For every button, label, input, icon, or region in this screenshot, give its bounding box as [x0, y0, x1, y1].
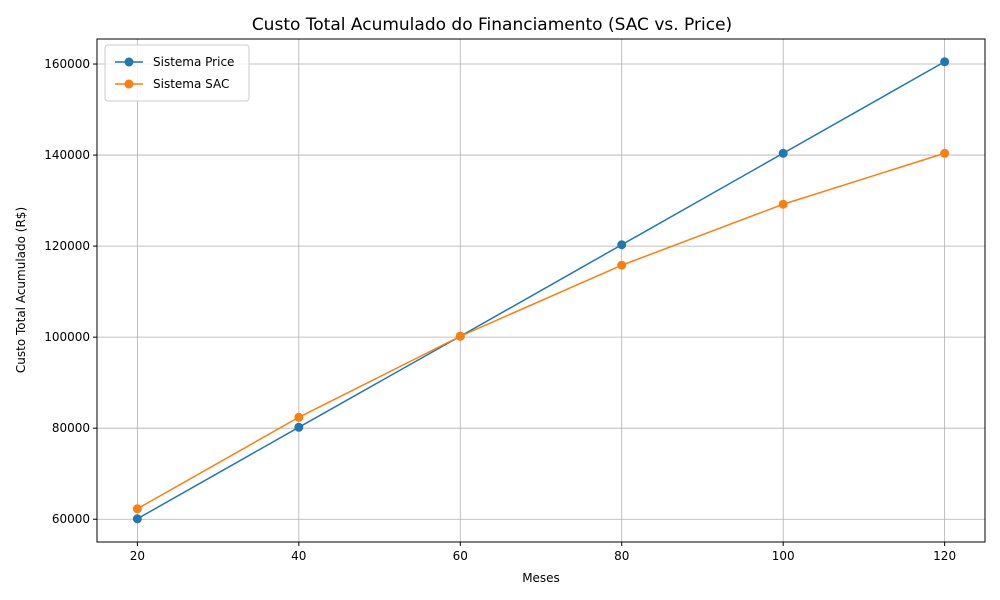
y-tick-label: 100000 — [44, 330, 90, 344]
data-point — [132, 504, 142, 514]
y-tick-label: 140000 — [44, 148, 90, 162]
data-point — [617, 240, 627, 250]
series-sac — [132, 148, 950, 514]
x-tick-label: 20 — [130, 549, 145, 563]
legend-item: Sistema SAC — [115, 77, 229, 91]
data-point — [294, 422, 304, 432]
legend-item: Sistema Price — [115, 55, 234, 69]
y-axis-label: Custo Total Acumulado (R$) — [14, 207, 28, 373]
data-point — [294, 412, 304, 422]
data-point — [132, 514, 142, 524]
axes-layer: 20 40 60 80 100 120 60000 80000 100000 120000 1400… — [44, 38, 986, 563]
y-tick-label: 60000 — [52, 512, 90, 526]
x-tick-label: 100 — [772, 549, 795, 563]
plot-frame — [96, 38, 986, 543]
legend-marker — [124, 57, 134, 67]
legend-box — [104, 44, 250, 102]
x-tick-label: 60 — [453, 549, 468, 563]
y-tick-label: 120000 — [44, 239, 90, 253]
legend-label: Sistema SAC — [153, 77, 229, 91]
data-point — [940, 148, 950, 158]
data-point — [617, 260, 627, 270]
chart-title: Custo Total Acumulado do Financiamento (… — [252, 15, 732, 35]
series-layer — [132, 57, 950, 524]
x-axis-label: Meses — [522, 571, 560, 585]
data-point — [778, 199, 788, 209]
y-tick-label: 160000 — [44, 57, 90, 71]
series-line — [136, 61, 946, 520]
data-point — [778, 148, 788, 158]
legend: Sistema Price Sistema SAC — [104, 44, 250, 102]
x-tick-label: 120 — [933, 549, 956, 563]
legend-marker — [124, 79, 134, 89]
x-tick-label: 80 — [614, 549, 629, 563]
series-price — [132, 57, 950, 524]
data-point — [940, 57, 950, 67]
data-point — [455, 331, 465, 341]
legend-label: Sistema Price — [153, 55, 234, 69]
series-line — [136, 152, 945, 510]
x-tick-label: 40 — [291, 549, 306, 563]
y-tick-label: 80000 — [52, 421, 90, 435]
